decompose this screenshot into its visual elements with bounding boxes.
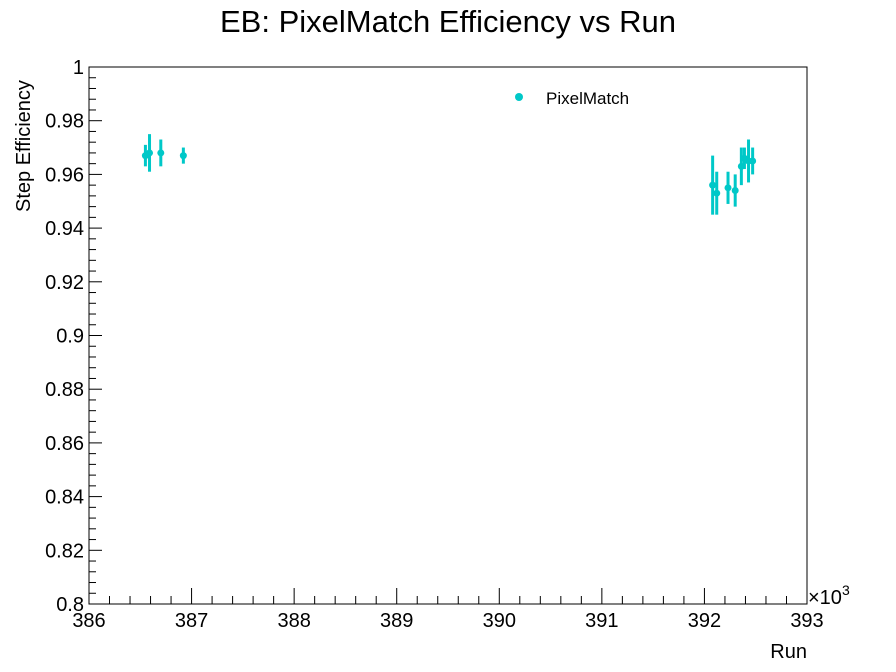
data-layer [141,134,757,215]
data-point [146,149,154,157]
x-tick-label: 388 [277,610,310,632]
x-axis-multiplier-base: ×10 [808,587,842,609]
y-tick-label: 0.82 [45,540,84,562]
x-axis-label: Run [770,641,807,663]
data-point [731,187,739,195]
y-tick-label: 0.96 [45,164,84,186]
legend-marker [515,93,523,101]
x-axis-multiplier-exponent: 3 [842,582,850,598]
y-tick-label: 0.84 [45,487,84,509]
y-axis-label: Step Efficiency [13,80,35,212]
data-point [709,181,717,189]
x-tick-label: 389 [380,610,413,632]
axis-tick-labels: 386 387 388 389 390 391 392 393 0.8 0.82 0.84 0.86 0… [45,57,824,632]
chart-title: EB: PixelMatch Efficiency vs Run [220,4,676,39]
x-tick-label: 392 [688,610,721,632]
y-tick-label: 0.94 [45,218,84,240]
legend: PixelMatch [515,89,629,108]
x-tick-label: 393 [790,610,823,632]
data-point [749,157,757,165]
legend-label: PixelMatch [546,89,629,108]
x-tick-label: 386 [72,610,105,632]
y-tick-label: 0.86 [45,433,84,455]
plot-frame [88,66,808,605]
y-tick-label: 0.98 [45,111,84,133]
x-tick-label: 387 [175,610,208,632]
y-tick-label: 1 [73,57,84,79]
y-tick-label: 0.9 [56,326,84,348]
data-point [724,184,732,192]
data-point [713,189,721,197]
y-tick-label: 0.8 [56,594,84,616]
x-tick-label: 391 [585,610,618,632]
data-point [179,152,187,160]
y-tick-label: 0.92 [45,272,84,294]
axis-ticks [88,66,808,605]
x-tick-label: 390 [483,610,516,632]
y-tick-label: 0.88 [45,379,84,401]
x-axis-multiplier: ×103 [808,582,850,609]
data-point [157,149,165,157]
